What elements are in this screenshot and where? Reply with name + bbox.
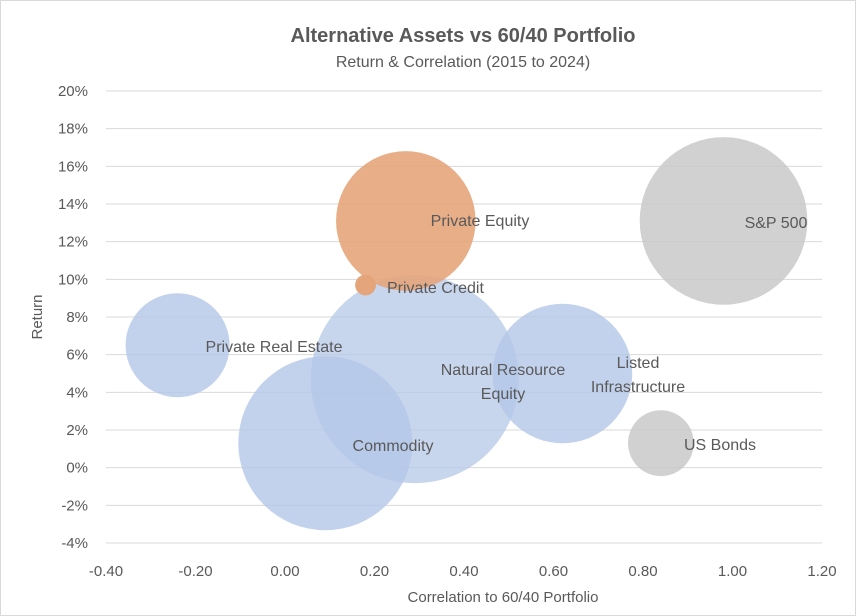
data-label: Natural Resource bbox=[441, 362, 566, 379]
y-tick-label: 6% bbox=[66, 347, 88, 364]
data-label: Equity bbox=[481, 386, 525, 403]
bubble bbox=[125, 293, 230, 398]
y-tick-label: 0% bbox=[66, 460, 88, 477]
x-tick-label: 0.40 bbox=[449, 563, 478, 580]
data-label: Commodity bbox=[353, 438, 434, 455]
data-label: Private Equity bbox=[431, 213, 530, 230]
y-tick-label: 18% bbox=[58, 121, 88, 138]
bubble bbox=[492, 303, 633, 444]
y-tick-label: 10% bbox=[58, 271, 88, 288]
bubble bbox=[628, 410, 694, 477]
data-label: S&P 500 bbox=[745, 215, 808, 232]
y-tick-label: 14% bbox=[58, 196, 88, 213]
x-tick-label: 0.60 bbox=[539, 563, 568, 580]
bubble bbox=[639, 137, 808, 305]
y-axis-title: Return bbox=[29, 294, 46, 339]
x-tick-label: -0.40 bbox=[89, 563, 123, 580]
x-tick-label: 1.00 bbox=[718, 563, 747, 580]
data-label: Listed bbox=[617, 355, 660, 372]
chart-subtitle: Return & Correlation (2015 to 2024) bbox=[336, 54, 590, 71]
x-axis-title: Correlation to 60/40 Portfolio bbox=[408, 589, 599, 606]
y-tick-label: 20% bbox=[58, 83, 88, 100]
x-tick-label: -0.20 bbox=[178, 563, 212, 580]
chart-title: Alternative Assets vs 60/40 Portfolio bbox=[291, 25, 636, 47]
data-label: Infrastructure bbox=[591, 379, 685, 396]
bubble bbox=[336, 151, 476, 291]
data-label: US Bonds bbox=[684, 437, 756, 454]
y-tick-label: 8% bbox=[66, 309, 88, 326]
y-tick-label: 16% bbox=[58, 158, 88, 175]
data-label: Private Credit bbox=[387, 280, 484, 297]
x-tick-label: 0.80 bbox=[628, 563, 657, 580]
x-tick-label: 1.20 bbox=[807, 563, 836, 580]
bubble bbox=[238, 356, 413, 531]
y-tick-label: 4% bbox=[66, 384, 88, 401]
x-tick-label: 0.00 bbox=[270, 563, 299, 580]
y-tick-label: -2% bbox=[61, 497, 88, 514]
x-tick-label: 0.20 bbox=[360, 563, 389, 580]
bubble bbox=[355, 274, 376, 296]
y-tick-label: 12% bbox=[58, 234, 88, 251]
data-label: Private Real Estate bbox=[206, 339, 343, 356]
y-tick-label: -4% bbox=[61, 535, 88, 552]
y-tick-label: 2% bbox=[66, 422, 88, 439]
